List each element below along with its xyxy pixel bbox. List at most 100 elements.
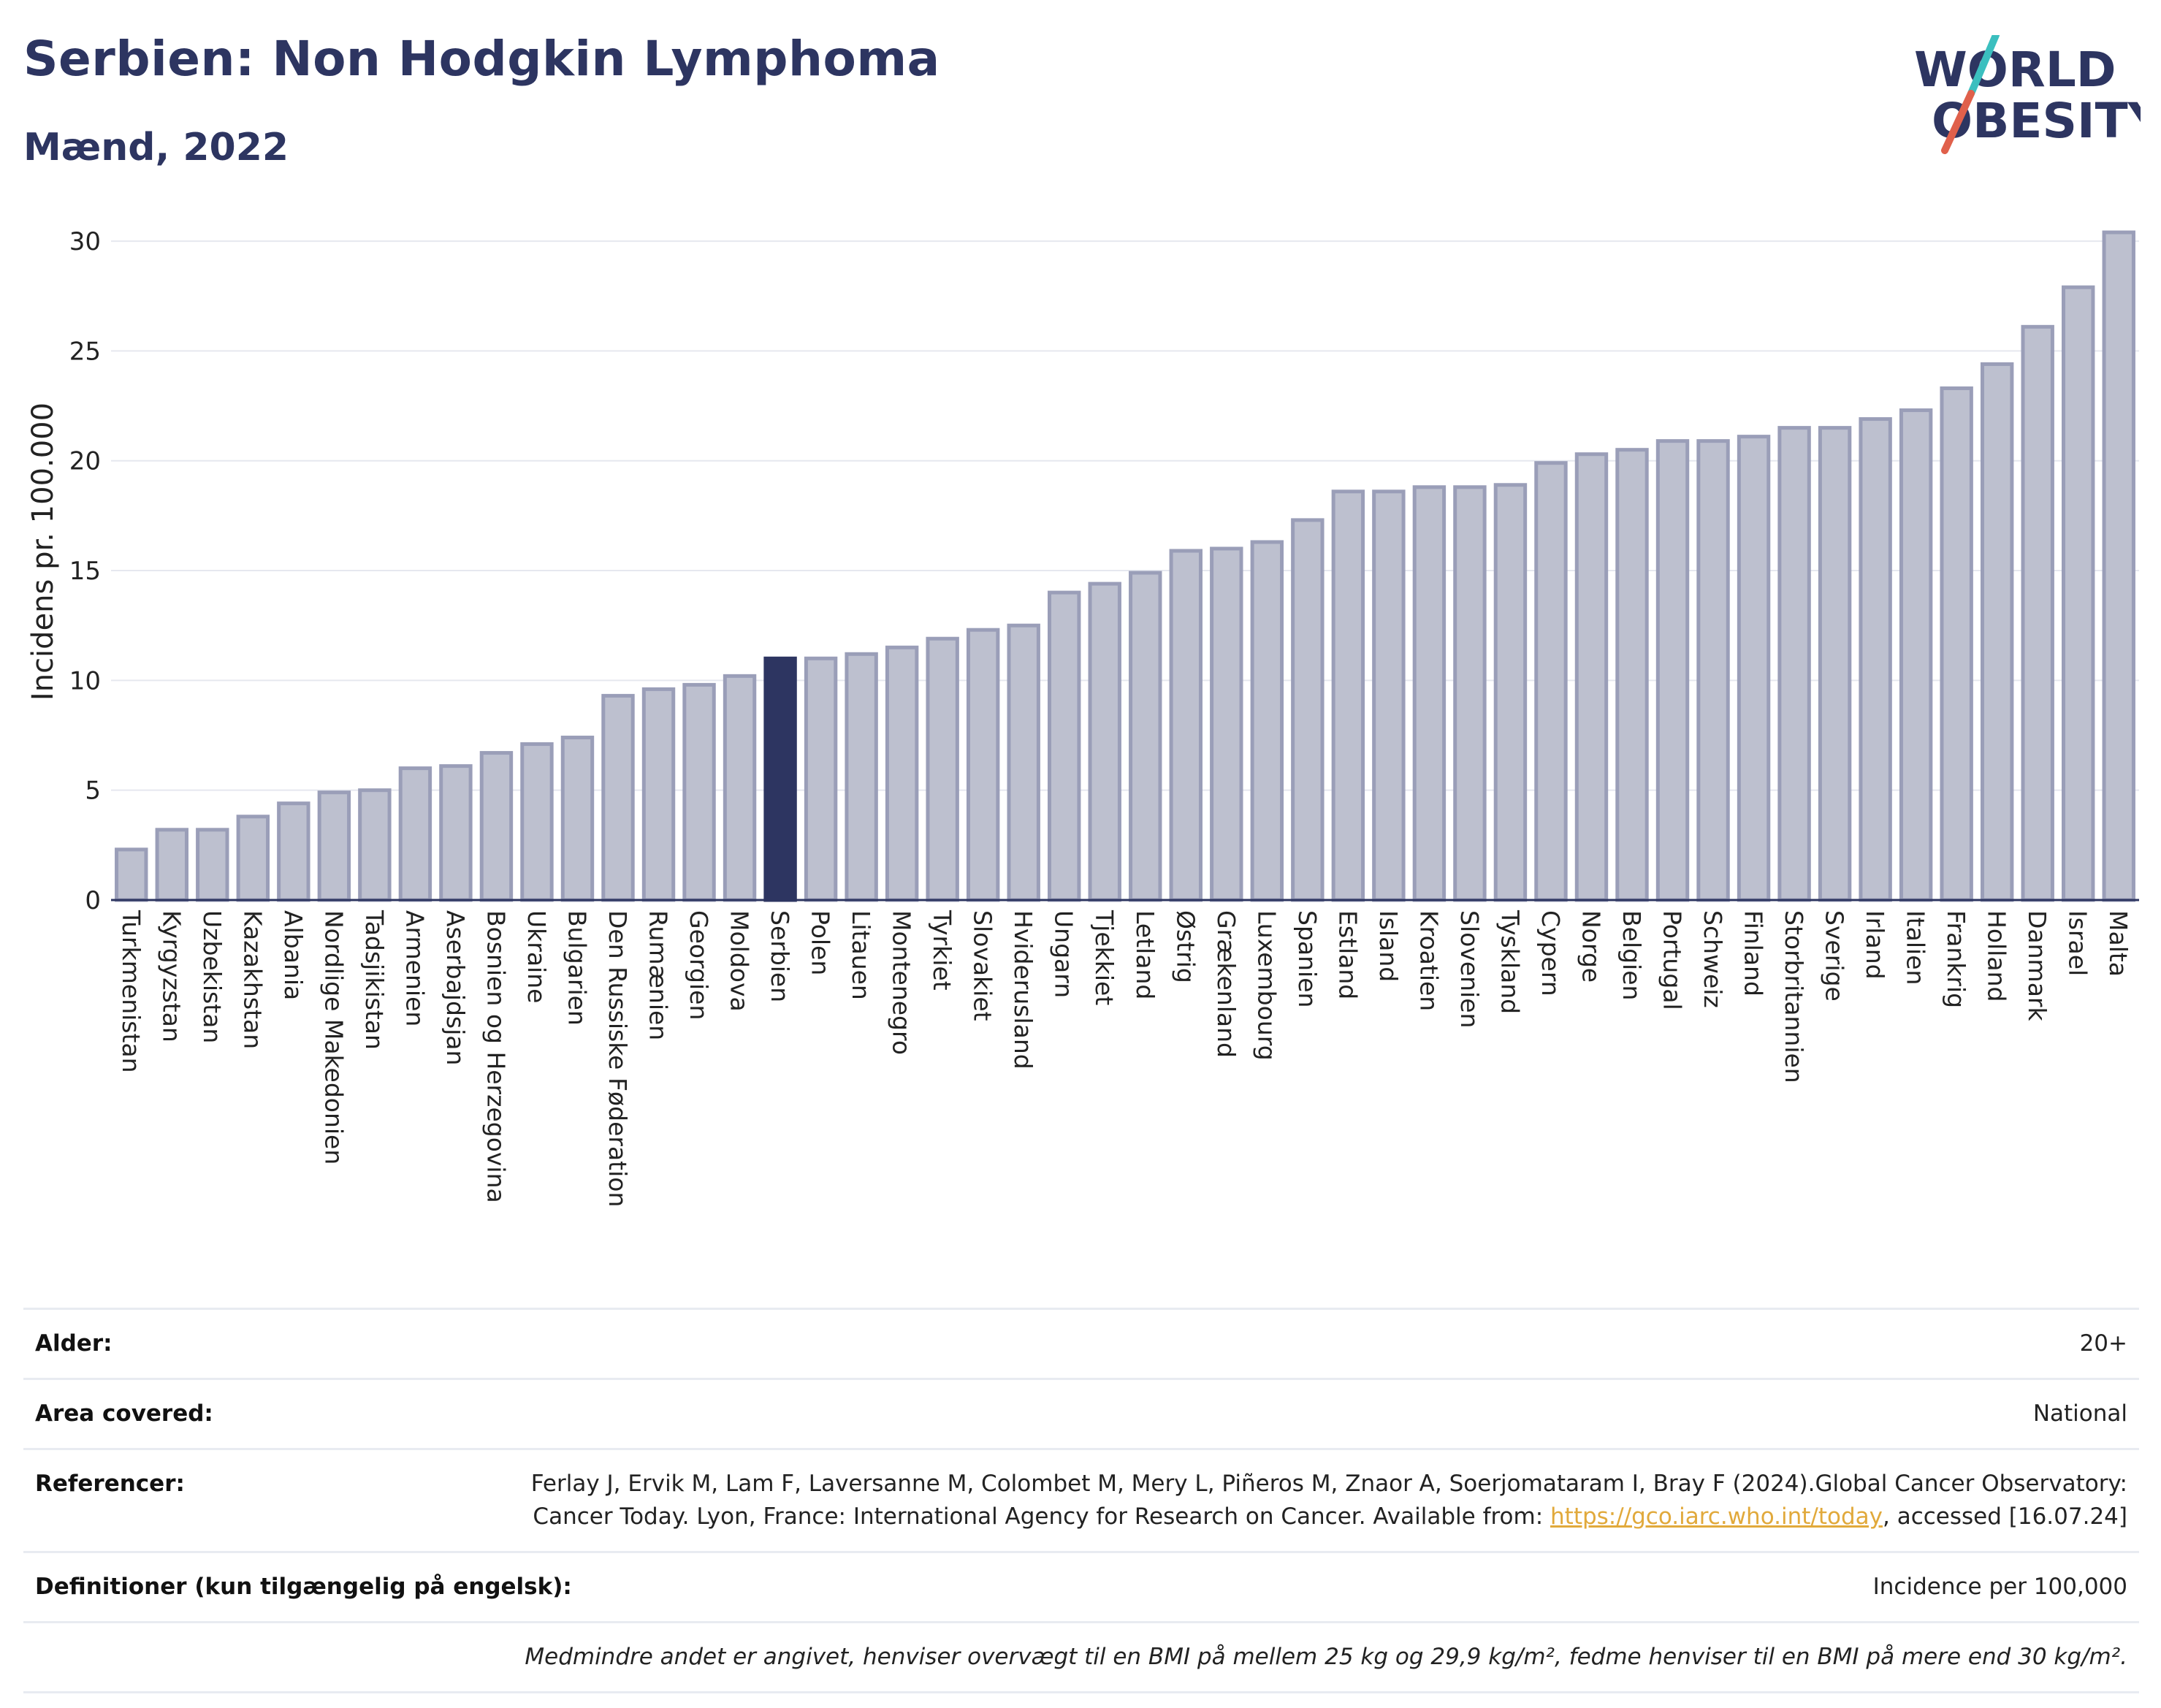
bar	[115, 847, 148, 902]
bar	[196, 828, 229, 902]
bar	[1412, 485, 1447, 902]
y-axis-label: Incidens pr. 100.000	[26, 403, 60, 701]
bar	[277, 801, 310, 902]
info-row-footnote: Medmindre andet er angivet, henviser ove…	[23, 1621, 2139, 1693]
bar	[1777, 426, 1811, 902]
bar	[1696, 439, 1730, 902]
info-val-age: 20+	[2079, 1330, 2127, 1357]
x-tick-label: Schweiz	[1699, 910, 1727, 1008]
x-tick-label: Italien	[1902, 910, 1930, 985]
bar	[479, 751, 514, 902]
bars	[115, 230, 2135, 902]
bar	[2102, 230, 2135, 902]
info-row-references: Referencer: Ferlay J, Ervik M, Lam F, La…	[23, 1448, 2139, 1551]
bar	[641, 687, 676, 902]
logo-slash-red	[1941, 90, 1975, 154]
x-tick-label: Aserbajdsjan	[441, 910, 470, 1065]
info-val-area: National	[2032, 1400, 2127, 1427]
bar	[1007, 623, 1040, 902]
info-key-definitions: Definitioner (kun tilgængelig på engelsk…	[35, 1574, 572, 1600]
bar	[723, 674, 757, 902]
x-tick-label: Portugal	[1658, 910, 1687, 1010]
bar	[2062, 285, 2095, 902]
bar	[1574, 452, 1609, 902]
y-tick-label: 0	[85, 886, 101, 915]
x-tick-label: Estland	[1333, 910, 1362, 999]
y-tick-label: 30	[69, 227, 101, 256]
x-tick-label: Montenegro	[888, 910, 916, 1055]
bar	[1980, 362, 2014, 902]
x-tick-label: Rumænien	[644, 910, 673, 1040]
x-tick-label: Frankrig	[1942, 910, 1970, 1008]
x-tick-label: Tjekkiet	[1090, 910, 1118, 1005]
x-tick-label: Luxembourg	[1252, 910, 1281, 1061]
y-tick-label: 20	[69, 447, 101, 476]
bar	[520, 742, 554, 902]
bar	[1493, 483, 1528, 902]
bar	[1534, 461, 1568, 902]
x-tick-label: Tadsjikistan	[360, 910, 389, 1050]
info-row-definitions: Definitioner (kun tilgængelig på engelsk…	[23, 1551, 2139, 1621]
x-tick-label: Letland	[1131, 910, 1159, 999]
bar	[1250, 540, 1284, 902]
x-tick-label: Kazakhstan	[238, 910, 267, 1049]
bar-chart: 0 5 10 15 20 25 30 Turkmenistan Kyrgyzstan Uzbeki…	[26, 227, 2139, 1207]
axes: 0 5 10 15 20 25 30 Turkmenistan Kyrgyzstan Uzbeki…	[69, 227, 2139, 1207]
chart-subtitle: Mænd, 2022	[23, 126, 289, 169]
bar	[1169, 549, 1203, 902]
bar	[1655, 439, 1690, 902]
bar	[845, 652, 878, 902]
bar	[398, 766, 432, 902]
bar	[966, 628, 1000, 902]
x-tick-label: Sverige	[1821, 910, 1849, 1002]
x-tick-label: Albania	[279, 910, 308, 1000]
reference-link[interactable]: https://gco.iarc.who.int/today	[1550, 1503, 1883, 1530]
x-tick-label: Turkmenistan	[117, 910, 145, 1073]
bar	[1129, 571, 1162, 902]
bar	[1048, 590, 1081, 902]
bar	[1210, 546, 1243, 902]
bar	[1940, 386, 1973, 902]
bar	[601, 693, 635, 902]
x-tick-label: Litauen	[847, 910, 875, 1000]
chart-title: Serbien: Non Hodgkin Lymphoma	[23, 31, 940, 87]
x-tick-label: Island	[1374, 910, 1403, 982]
info-key-references: Referencer:	[35, 1471, 185, 1497]
x-tick-label: Armenien	[400, 910, 429, 1026]
x-tick-label: Tyskland	[1495, 910, 1524, 1014]
x-tick-label: Østrig	[1171, 910, 1200, 983]
bar	[236, 815, 270, 902]
info-row-area: Area covered: National	[23, 1378, 2139, 1448]
x-tick-label: Den Russiske Føderation	[603, 910, 632, 1207]
x-tick-label: Hviderusland	[1009, 910, 1037, 1070]
x-tick-label: Storbritannien	[1780, 910, 1808, 1083]
reference-accessed: , accessed [16.07.24]	[1882, 1503, 2127, 1530]
y-tick-label: 5	[85, 777, 101, 806]
bar	[1453, 485, 1487, 902]
x-tick-label: Tyrkiet	[928, 910, 956, 991]
x-tick-label: Bosnien og Herzegovina	[481, 910, 510, 1203]
x-tick-label: Malta	[2104, 910, 2133, 977]
bar	[1615, 448, 1649, 902]
bar-highlighted	[763, 656, 797, 902]
x-tick-label: Uzbekistan	[198, 910, 226, 1043]
x-tick-label: Slovenien	[1455, 910, 1484, 1028]
x-tick-label: Spanien	[1293, 910, 1322, 1007]
bar	[2021, 324, 2054, 902]
x-tick-label: Cypern	[1536, 910, 1565, 996]
world-obesity-logo: WORLD OBESITY	[1914, 35, 2141, 154]
x-tick-label: Polen	[807, 910, 835, 975]
footnote: Medmindre andet er angivet, henviser ove…	[525, 1644, 2127, 1670]
bar	[885, 645, 919, 902]
bar	[439, 764, 473, 902]
x-tick-label: Serbien	[766, 910, 794, 1002]
bar	[1737, 435, 1771, 902]
logo-line1: WORLD	[1914, 42, 2116, 98]
x-tick-label: Belgien	[1617, 910, 1646, 1000]
info-key-area: Area covered:	[35, 1400, 213, 1427]
bar	[1899, 408, 1933, 902]
bar	[926, 636, 959, 902]
x-tick-label: Georgien	[685, 910, 713, 1020]
y-tick-label: 25	[69, 337, 101, 366]
x-tick-label: Irland	[1861, 910, 1889, 980]
